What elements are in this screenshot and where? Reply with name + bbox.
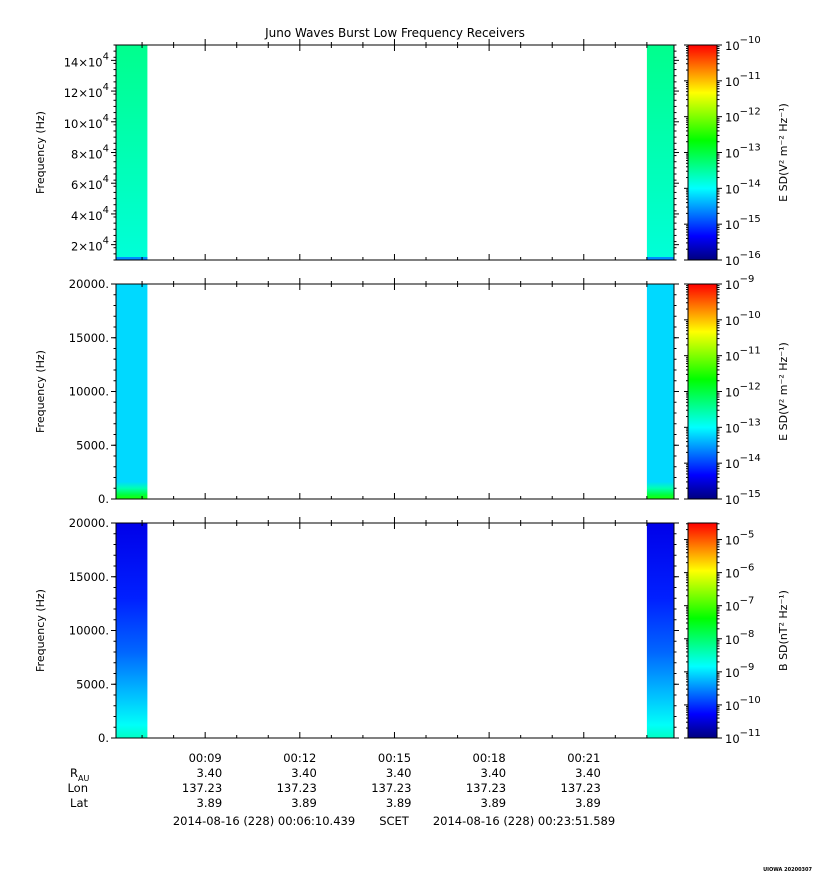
credit-stamp: UIOWA 20200307 [763, 867, 812, 873]
plot-frame [115, 283, 675, 500]
y-axis-label: Frequency (Hz) [34, 111, 47, 194]
y-tick-label: 12×104 [64, 82, 109, 100]
data-block [646, 284, 674, 499]
plot-frame [115, 522, 675, 739]
y-tick-label: 6×104 [71, 174, 109, 192]
ephemeris-value: 137.23 [182, 781, 222, 795]
colorbar-tick-label: 10−12 [725, 107, 761, 125]
ephemeris-value: 3.40 [481, 766, 507, 780]
data-block [646, 523, 674, 738]
y-tick-label: 0. [98, 731, 109, 745]
ephemeris-label: Lat [70, 796, 88, 810]
ephemeris-value: 137.23 [371, 781, 411, 795]
colorbar-tick-label: 10−10 [725, 310, 761, 328]
y-tick-label: 20000. [69, 277, 109, 291]
y-axis-label: Frequency (Hz) [34, 350, 47, 433]
colorbar-tick-label: 10−13 [725, 143, 761, 161]
colorbar-label: E SD(V² m⁻² Hz⁻¹) [777, 342, 790, 441]
y-tick-label: 14×104 [64, 51, 109, 69]
ephemeris-value: 3.89 [481, 796, 507, 810]
colorbar-label: E SD(V² m⁻² Hz⁻¹) [777, 103, 790, 202]
spectrogram-panel-2: 0. 5000. 10000. 15000. 20000. Frequency (Hz) 1… [34, 274, 790, 507]
spectrogram-panel-3: 0. 5000. 10000. 15000. 20000. Frequency (Hz) 1… [34, 516, 790, 746]
colorbar-tick-label: 10−10 [725, 695, 761, 713]
ephemeris-value: 137.23 [466, 781, 506, 795]
y-tick-label: 20000. [69, 516, 109, 530]
ephemeris-value: 3.40 [575, 766, 601, 780]
y-tick-label: 2×104 [71, 236, 109, 254]
time-range-end: 2014-08-16 (228) 00:23:51.589 [433, 814, 615, 828]
ephemeris-label: RAU [70, 766, 89, 783]
y-tick-label: 10000. [69, 385, 109, 399]
time-range-label: SCET [379, 814, 410, 828]
colorbar-tick-label: 10−11 [725, 71, 761, 89]
colorbar [687, 522, 718, 739]
colorbar-tick-label: 10−13 [725, 417, 761, 435]
colorbar [687, 283, 718, 500]
x-tick-label: 00:15 [378, 751, 411, 765]
y-tick-label: 5000. [76, 438, 109, 452]
ephemeris-value: 3.89 [386, 796, 412, 810]
colorbar-tick-label: 10−14 [725, 178, 761, 196]
spectrogram-panel-1: 2×104 4×104 6×104 8×104 10×104 12×104 14×104 Fr… [34, 35, 790, 268]
colorbar-tick-label: 10−16 [725, 250, 761, 268]
colorbar-tick-label: 10−7 [725, 596, 754, 614]
y-tick-label: 15000. [69, 570, 109, 584]
chart-title: Juno Waves Burst Low Frequency Receivers [264, 26, 525, 40]
colorbar-tick-label: 10−9 [725, 274, 754, 292]
ephemeris-value: 3.40 [197, 766, 223, 780]
colorbar-tick-label: 10−11 [725, 346, 761, 364]
y-axis-label: Frequency (Hz) [34, 589, 47, 672]
ephemeris-value: 3.89 [197, 796, 223, 810]
ephemeris-value: 3.89 [291, 796, 317, 810]
y-tick-label: 5000. [76, 677, 109, 691]
colorbar-tick-label: 10−8 [725, 629, 754, 647]
colorbar-tick-label: 10−6 [725, 563, 754, 581]
ephemeris-value: 3.40 [386, 766, 412, 780]
data-block [115, 45, 148, 260]
colorbar [687, 44, 718, 261]
x-tick-label: 00:12 [283, 751, 316, 765]
data-block-edge [646, 257, 674, 260]
colorbar-tick-label: 10−14 [725, 453, 761, 471]
y-tick-label: 10×104 [64, 113, 109, 131]
y-tick-label: 8×104 [71, 144, 109, 162]
data-block [115, 284, 148, 499]
x-tick-label: 00:09 [189, 751, 222, 765]
time-range-start: 2014-08-16 (228) 00:06:10.439 [173, 814, 355, 828]
ephemeris-value: 3.89 [575, 796, 601, 810]
colorbar-tick-label: 10−9 [725, 662, 754, 680]
colorbar-tick-label: 10−15 [725, 489, 761, 507]
x-tick-label: 00:21 [567, 751, 600, 765]
y-tick-label: 0. [98, 492, 109, 506]
x-tick-label: 00:18 [473, 751, 506, 765]
y-tick-label: 10000. [69, 624, 109, 638]
colorbar-tick-label: 10−12 [725, 382, 761, 400]
data-block-edge [115, 257, 148, 260]
data-block [646, 45, 674, 260]
colorbar-tick-label: 10−5 [725, 530, 754, 548]
data-block [115, 523, 148, 738]
ephemeris-value: 137.23 [277, 781, 317, 795]
y-tick-label: 15000. [69, 331, 109, 345]
colorbar-label: B SD(nT² Hz⁻¹) [777, 590, 790, 671]
plot-frame [115, 44, 675, 261]
ephemeris-label: Lon [67, 781, 88, 795]
colorbar-tick-label: 10−15 [725, 214, 761, 232]
colorbar-tick-label: 10−11 [725, 728, 761, 746]
colorbar-tick-label: 10−10 [725, 35, 761, 53]
ephemeris-value: 137.23 [561, 781, 601, 795]
ephemeris-value: 3.40 [291, 766, 317, 780]
y-tick-label: 4×104 [71, 205, 109, 223]
